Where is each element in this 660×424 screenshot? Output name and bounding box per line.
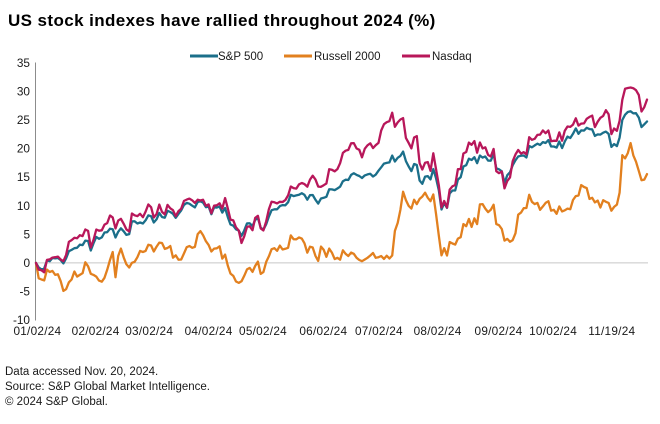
svg-text:01/02/24: 01/02/24 bbox=[13, 324, 61, 338]
svg-text:35: 35 bbox=[17, 56, 31, 70]
svg-text:Russell 2000: Russell 2000 bbox=[314, 51, 380, 63]
svg-text:Data accessed Nov. 20, 2024.: Data accessed Nov. 20, 2024. bbox=[5, 366, 158, 378]
svg-text:07/02/24: 07/02/24 bbox=[355, 324, 403, 338]
svg-text:© 2024 S&P Global.: © 2024 S&P Global. bbox=[5, 396, 108, 408]
svg-text:04/02/24: 04/02/24 bbox=[185, 324, 233, 338]
svg-text:-5: -5 bbox=[20, 285, 31, 299]
svg-text:0: 0 bbox=[23, 256, 30, 270]
svg-text:25: 25 bbox=[17, 113, 31, 127]
svg-text:03/02/24: 03/02/24 bbox=[125, 324, 173, 338]
svg-text:10: 10 bbox=[17, 199, 31, 213]
svg-text:S&P 500: S&P 500 bbox=[218, 51, 263, 63]
svg-text:-10: -10 bbox=[13, 313, 30, 327]
svg-text:02/02/24: 02/02/24 bbox=[72, 324, 120, 338]
svg-text:30: 30 bbox=[17, 85, 31, 99]
svg-text:09/02/24: 09/02/24 bbox=[475, 324, 523, 338]
svg-text:15: 15 bbox=[17, 170, 31, 184]
svg-text:10/02/24: 10/02/24 bbox=[529, 324, 577, 338]
svg-text:US stock indexes have rallied: US stock indexes have rallied throughout… bbox=[8, 11, 436, 30]
svg-text:Source: S&P Global Market Inte: Source: S&P Global Market Intelligence. bbox=[5, 381, 210, 393]
svg-text:Nasdaq: Nasdaq bbox=[432, 51, 472, 63]
svg-text:05/02/24: 05/02/24 bbox=[239, 324, 287, 338]
svg-text:06/02/24: 06/02/24 bbox=[299, 324, 347, 338]
svg-text:11/19/24: 11/19/24 bbox=[588, 324, 635, 338]
svg-text:08/02/24: 08/02/24 bbox=[414, 324, 462, 338]
svg-text:20: 20 bbox=[17, 142, 31, 156]
svg-text:5: 5 bbox=[23, 227, 30, 241]
